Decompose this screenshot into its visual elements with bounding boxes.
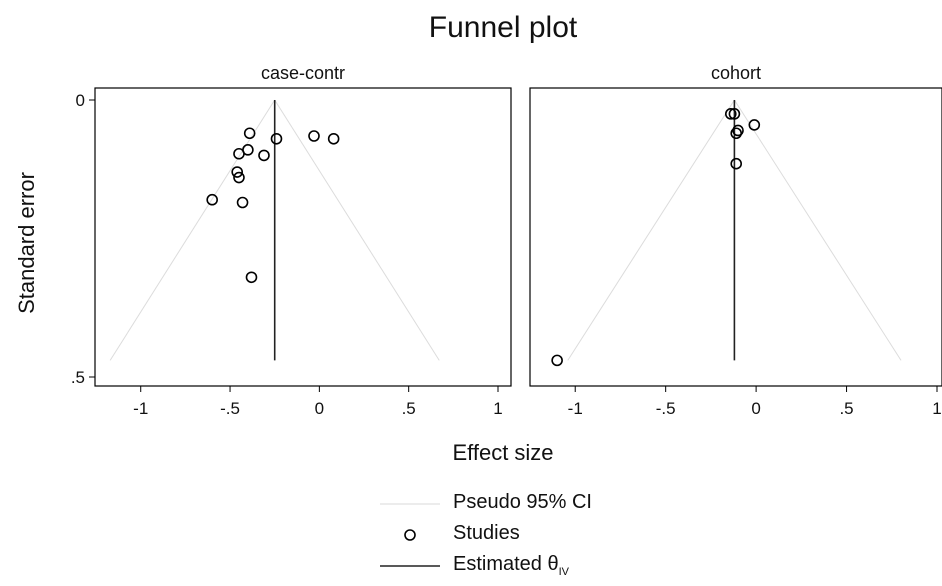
x-axis-label: Effect size	[452, 440, 553, 465]
chart-title: Funnel plot	[429, 11, 578, 44]
study-point	[270, 132, 283, 145]
pseudo-ci-right-line	[733, 99, 902, 361]
pseudo-ci-line-icon	[380, 503, 440, 505]
pseudo-ci-right-line	[274, 99, 440, 361]
x-tick-label: 0	[751, 399, 760, 418]
x-tick-label: .5	[839, 399, 853, 418]
panel-title: cohort	[711, 63, 761, 83]
study-point	[308, 130, 320, 142]
study-point	[231, 166, 243, 178]
study-point	[233, 147, 245, 160]
study-point	[730, 157, 743, 170]
study-point	[748, 119, 761, 131]
x-tick-label: .5	[402, 399, 416, 418]
panel-frame	[94, 87, 512, 387]
y-axis-label: Standard error	[14, 172, 39, 314]
study-point	[245, 271, 258, 284]
study-point	[236, 196, 249, 209]
x-tick-label: 1	[932, 399, 941, 418]
study-point	[327, 132, 340, 145]
legend-label-estimate: Estimated θIV	[453, 553, 569, 578]
panel-title: case-contr	[261, 63, 345, 83]
x-tick-label: 0	[315, 399, 324, 418]
pseudo-ci-left-line	[109, 99, 276, 361]
legend: Pseudo 95% CI Studies Estimated θIV	[380, 488, 680, 581]
x-tick-label: -1	[568, 399, 583, 418]
x-tick-label: -1	[133, 399, 148, 418]
legend-item-studies: Studies	[380, 519, 680, 550]
study-point	[233, 171, 245, 184]
x-tick-label: -.5	[656, 399, 676, 418]
legend-label-estimate-subscript: IV	[558, 566, 570, 578]
legend-label-estimate-main: Estimated θ	[453, 553, 559, 575]
panel-frame	[529, 87, 942, 387]
x-tick-label: 1	[493, 399, 502, 418]
legend-label-studies: Studies	[453, 522, 520, 544]
pseudo-ci-left-line	[567, 99, 735, 361]
legend-item-estimate: Estimated θIV	[380, 550, 680, 581]
study-point	[243, 127, 256, 140]
panel-cohort: cohort -1 -.5 0 .5 1	[529, 63, 942, 418]
study-point	[724, 108, 737, 120]
panel-case-contr: case-contr -1 -.5 0 .5 1 0 .5	[71, 63, 512, 418]
study-point	[728, 108, 741, 120]
study-point	[551, 354, 563, 367]
hollow-circle-icon	[404, 529, 416, 541]
legend-item-pseudo-ci: Pseudo 95% CI	[380, 488, 680, 519]
legend-label-pseudo-ci: Pseudo 95% CI	[453, 491, 592, 513]
y-tick-label: .5	[71, 368, 85, 387]
y-tick-label: 0	[76, 91, 85, 110]
study-point	[258, 149, 270, 162]
study-point	[206, 193, 218, 206]
study-point	[730, 127, 743, 140]
x-tick-label: -.5	[220, 399, 240, 418]
estimate-line-icon	[380, 565, 440, 567]
